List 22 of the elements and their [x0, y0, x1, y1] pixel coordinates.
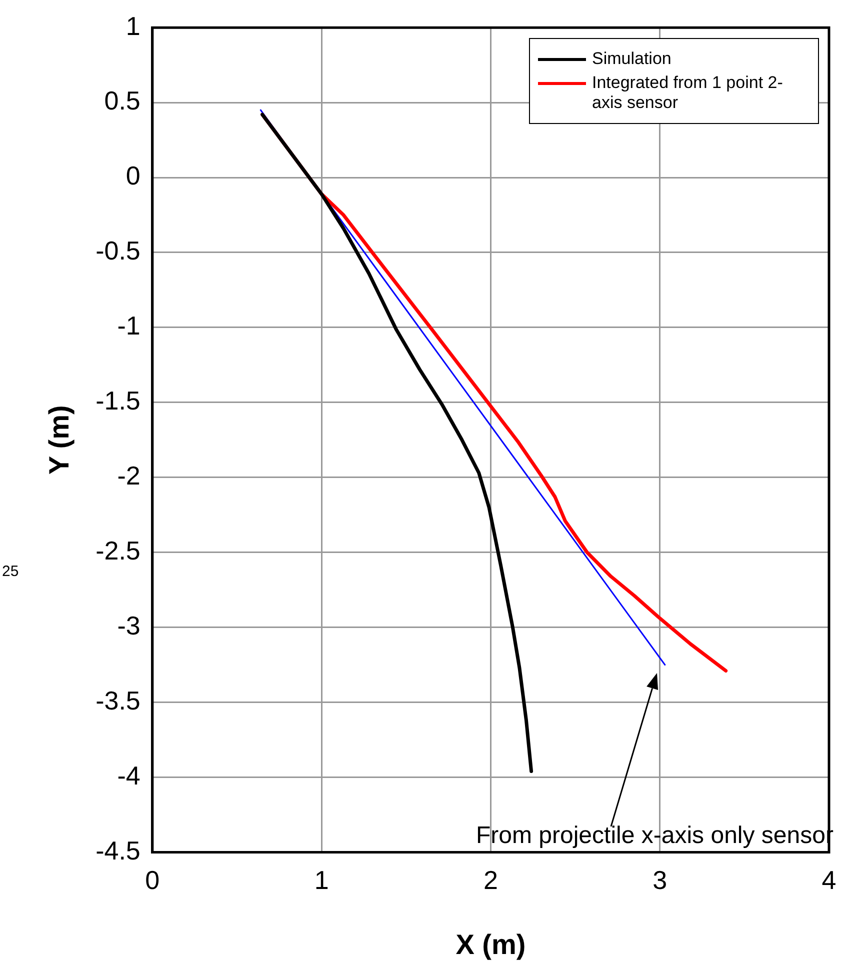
x-axis-title: X (m) [456, 928, 526, 960]
y-tick-label: -2 [117, 460, 140, 491]
text: 25 [2, 562, 19, 580]
y-tick-label: -1 [117, 310, 140, 341]
y-tick-label: -2.5 [96, 536, 140, 566]
legend-label: Integrated from 1 point 2-axis sensor [592, 72, 784, 113]
y-axis-title: Y (m) [44, 405, 75, 475]
x-tick-label: 1 [314, 864, 329, 895]
x-tick-label: 0 [145, 864, 160, 895]
x-tick-label: 2 [483, 864, 498, 895]
y-tick-label: 0.5 [104, 86, 140, 116]
y-tick-label: 1 [126, 10, 140, 41]
y-tick-label: 0 [126, 160, 140, 191]
legend-label: Simulation [592, 48, 672, 69]
y-tick-label: -4 [117, 760, 140, 790]
y-tick-label: -4.5 [96, 835, 140, 866]
y-tick-label: -0.5 [96, 236, 140, 266]
y-tick-label: -3 [117, 610, 140, 640]
y-tick-label: -1.5 [96, 386, 140, 416]
y-tick-label: -3.5 [96, 685, 140, 716]
x-tick-label: 4 [822, 864, 836, 895]
x-tick-label: 3 [652, 864, 668, 895]
